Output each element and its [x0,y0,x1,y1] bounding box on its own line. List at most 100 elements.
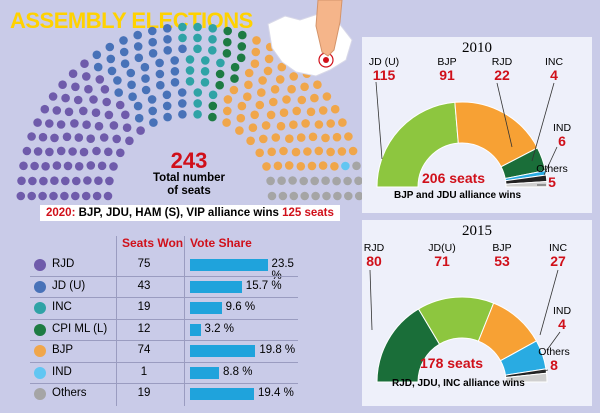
seat-dot [38,191,47,201]
seat-dot [140,62,150,72]
hemicycle-total: 243 Total number of seats [150,150,228,198]
seat-dot [119,47,129,57]
vote-share-bar [190,366,220,379]
seat-dot [125,136,134,146]
seat-dot [60,191,69,201]
party-name: JD (U) [52,279,86,292]
seat-dot [178,44,187,54]
seat-dot [107,66,117,76]
seat-dot [17,176,26,186]
slice-value: 27 [550,253,566,269]
seat-dot [49,191,58,201]
seat-dot [201,56,210,65]
seat-dot [326,147,335,157]
seat-dot [244,68,254,78]
seat-dot [86,161,96,170]
seat-dot [89,95,98,104]
pointing-hand-icon [315,0,343,57]
slice-label: INC [544,56,564,68]
seats-won: 74 [137,344,151,356]
seat-dot [277,176,286,185]
leader-line [546,331,561,351]
seat-dot [343,176,352,186]
seat-dot [41,162,50,171]
seat-dot [318,106,328,115]
seat-dot [162,101,172,111]
seat-dot [100,85,110,94]
header-vote-share: Vote Share [190,236,252,250]
seat-dot [136,126,145,135]
seat-dot [262,162,271,171]
seat-dot [73,95,83,105]
seat-dot [149,118,158,127]
donut-slice [505,372,548,383]
seat-dot [200,67,210,76]
seat-dot [120,59,130,68]
slice-label: Others [538,346,570,358]
seat-dot [193,22,202,32]
seat-dot [156,80,165,90]
party-name: RJD [52,258,75,270]
leader-line [375,81,383,160]
vote-share-bar [190,388,255,400]
seat-dot [236,113,246,123]
seat-dot [244,80,253,90]
seat-dot [155,69,165,79]
seat-dot [147,95,157,104]
slice-label: BJP [492,242,512,254]
seat-dot [321,176,330,185]
seat-dot [303,147,312,156]
seat-dot [19,161,28,171]
seat-dot [354,176,363,186]
seat-dot [258,76,267,85]
table-row: Others 19 19.4 % [30,385,298,403]
seat-dot [250,59,260,68]
seat-dot [163,112,172,122]
panel-total-seats: 206 seats [422,170,486,186]
seat-dot [50,133,59,143]
seat-dot [56,146,66,156]
panel-2015: 2015 RJD 80 JD(U) 71 BJP 53 INC 27 IND 4 Others 8 178… [362,220,592,406]
seat-dot [95,75,105,84]
seat-dot [296,162,306,171]
seat-dot [93,62,103,72]
seat-dot [352,161,361,171]
slice-label: IND [552,122,572,134]
seat-dot [128,92,137,101]
seat-dot [276,121,286,131]
seat-dot [243,92,252,101]
seat-dot [348,146,358,156]
slice-label: RJD [363,242,385,254]
seat-dot [308,132,318,142]
seat-dot [126,68,136,78]
seat-dot [238,30,247,40]
seat-dot [193,44,202,54]
summary-year: 2020: [46,207,76,219]
seat-dot [273,161,283,171]
seat-dot [148,106,157,116]
slice-value: 22 [494,67,510,83]
seat-dot [148,37,157,47]
seat-dot [45,119,54,128]
seat-dot [237,42,247,51]
seat-dot [267,147,277,157]
slice-label: INC [548,242,568,254]
seat-dot [86,134,95,143]
seat-dot [263,66,273,76]
slice-label: IND [552,305,572,317]
seat-dot [94,176,103,185]
seat-dot [208,112,217,122]
seat-dot [266,176,275,186]
seat-dot [208,24,217,33]
seat-dot [255,148,264,158]
seat-dot [287,84,296,94]
seat-dot [246,136,255,146]
summary-2020: 2020: BJP, JDU, HAM (S), VIP alliance wi… [40,205,340,221]
leader-line [496,82,513,148]
seat-dot [267,191,277,201]
seat-dot [68,69,78,78]
seat-dot [314,120,324,129]
seat-dot [301,119,310,128]
slice-value: 4 [558,316,566,332]
